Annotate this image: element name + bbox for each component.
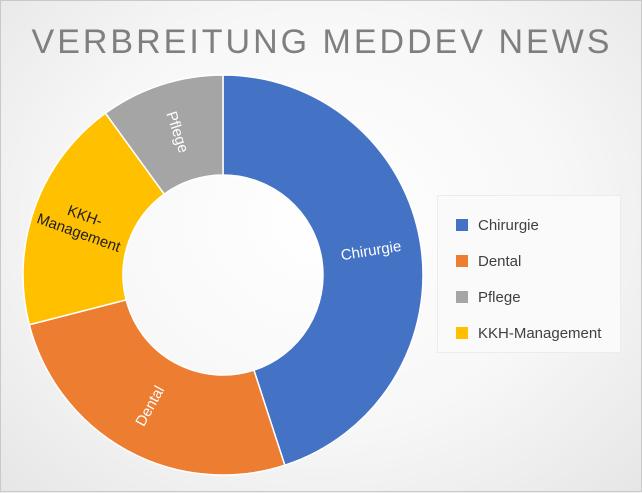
legend-label-chirurgie: Chirurgie	[478, 216, 539, 234]
legend-swatch-chirurgie	[456, 219, 468, 231]
chart-title: VERBREITUNG MEDDEV NEWS	[31, 23, 613, 61]
legend-label-dental: Dental	[478, 252, 522, 270]
slice-chirurgie	[222, 74, 424, 467]
legend-label-kkh-management: KKH-Management	[478, 324, 602, 342]
legend-item-pflege: Pflege	[456, 279, 620, 315]
legend-item-kkh-management: KKH-Management	[456, 315, 620, 351]
legend-label-pflege: Pflege	[478, 288, 521, 306]
slice-kkh-management	[22, 112, 166, 326]
legend-swatch-kkh-management	[456, 327, 468, 339]
legend-swatch-pflege	[456, 291, 468, 303]
slice-pflege	[104, 74, 224, 196]
legend: Chirurgie Dental Pflege KKH-Management	[437, 195, 621, 353]
slice-dental	[28, 298, 286, 476]
legend-swatch-dental	[456, 255, 468, 267]
legend-item-dental: Dental	[456, 243, 620, 279]
legend-item-chirurgie: Chirurgie	[456, 207, 620, 243]
